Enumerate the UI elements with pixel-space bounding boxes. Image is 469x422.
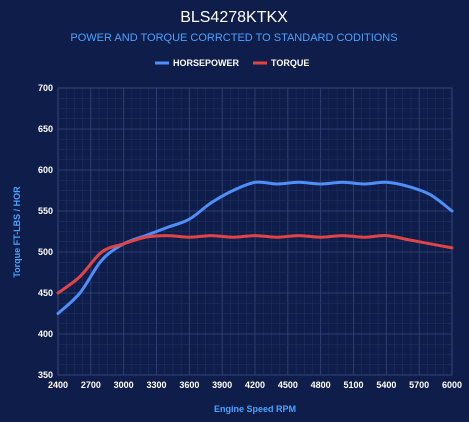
legend-label-torque: TORQUE [271,58,309,68]
x-tick-label: 3600 [179,380,199,390]
x-tick-label: 5700 [409,380,429,390]
y-tick-label: 700 [38,83,53,93]
legend: HORSEPOWER TORQUE [155,58,309,68]
grid [57,87,453,376]
y-axis-label: Torque FT-LBS / HOR [12,186,22,278]
x-tick-label: 5100 [343,380,363,390]
tick-labels: 2400 2700 3000 3300 3600 3900 4200 4500 4800 5100… [38,83,462,390]
x-tick-label: 3900 [212,380,232,390]
y-tick-label: 350 [38,370,53,380]
x-tick-label: 6000 [442,380,462,390]
y-tick-label: 400 [38,329,53,339]
series-layer [56,180,454,315]
y-tick-label: 650 [38,124,53,134]
y-tick-label: 450 [38,288,53,298]
x-tick-label: 3300 [146,380,166,390]
x-tick-label: 2700 [81,380,101,390]
x-tick-label: 4500 [278,380,298,390]
x-tick-label: 4200 [245,380,265,390]
y-tick-label: 500 [38,247,53,257]
x-tick-label: 5400 [376,380,396,390]
x-tick-label: 2400 [48,380,68,390]
x-tick-label: 4800 [311,380,331,390]
legend-label-horsepower: HORSEPOWER [173,58,240,68]
x-axis-label: Engine Speed RPM [214,404,296,414]
series-line-torque [56,234,454,295]
x-tick-label: 3000 [114,380,134,390]
y-tick-label: 550 [38,206,53,216]
chart-subtitle: POWER AND TORQUE CORRCTED TO STANDARD CO… [70,32,397,44]
chart-title: BLS4278KTKX [180,9,288,26]
y-tick-label: 600 [38,165,53,175]
